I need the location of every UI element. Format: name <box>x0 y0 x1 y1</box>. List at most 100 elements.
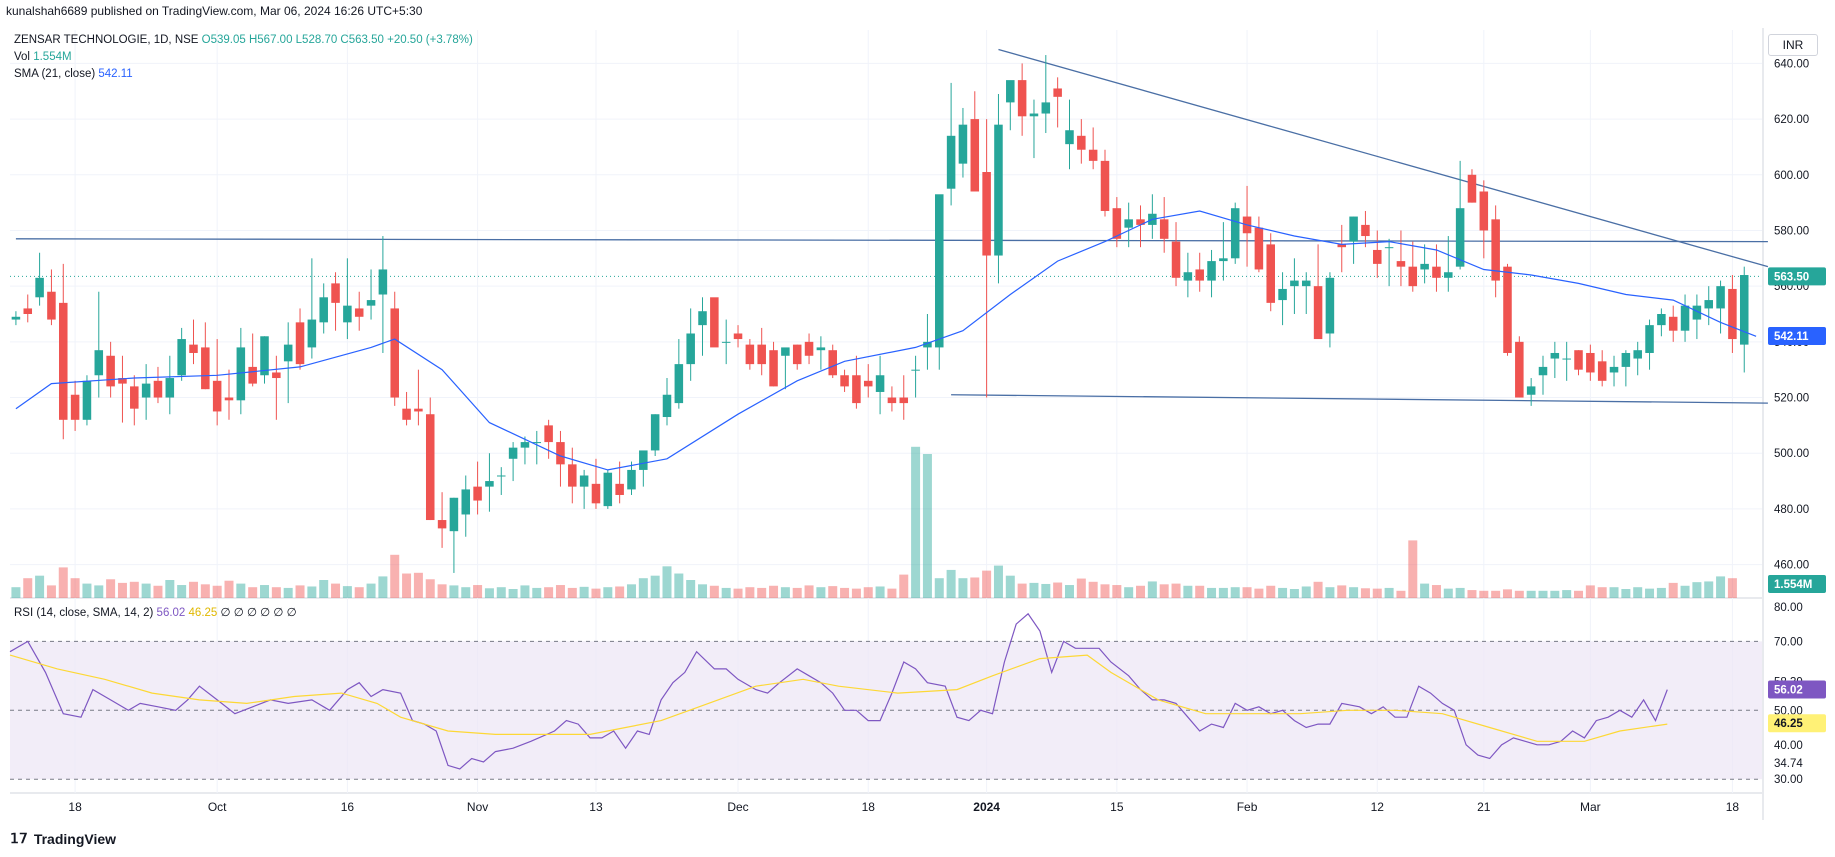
candle <box>1716 280 1725 334</box>
time-tick-label: 18 <box>862 800 876 814</box>
volume-bar <box>1005 575 1015 598</box>
candle-body <box>1136 219 1145 225</box>
volume-bar <box>342 586 352 598</box>
candle-body <box>1266 244 1275 303</box>
candle-body <box>94 350 104 376</box>
candle <box>875 355 885 415</box>
candle <box>1088 127 1098 170</box>
rsi-sma-value: 46.25 <box>188 607 218 619</box>
candle <box>781 347 790 390</box>
volume-bar <box>875 586 885 598</box>
candle <box>1313 244 1323 340</box>
volume-bar <box>863 587 873 598</box>
volume-bar <box>1349 587 1359 598</box>
candle-body <box>343 305 352 323</box>
candle-body <box>1159 219 1169 239</box>
volume-bar <box>212 585 222 598</box>
volume-bar <box>579 586 589 598</box>
volume-legend: Vol 1.554M <box>14 51 72 63</box>
candle-body <box>1313 286 1323 340</box>
volume-bar <box>1278 587 1288 598</box>
candle <box>1041 55 1051 134</box>
candle-body <box>982 172 991 256</box>
candle-body <box>568 464 577 487</box>
volume-bar <box>1645 588 1655 598</box>
volume-bar <box>745 587 755 598</box>
volume-bar <box>117 582 127 598</box>
price-tick-label: 480.00 <box>1774 504 1809 516</box>
candle-body <box>911 369 920 371</box>
candle-body <box>650 414 660 451</box>
volume-bar <box>1597 587 1607 598</box>
candle <box>425 397 435 521</box>
volume-bar <box>1159 584 1169 598</box>
candle-body <box>461 489 471 515</box>
time-tick-label: 2024 <box>973 800 1000 814</box>
candle-body <box>307 319 317 348</box>
rsi-tick-label: 30.00 <box>1774 774 1803 786</box>
sma-21-line <box>15 210 1757 471</box>
time-tick-label: 13 <box>589 800 603 814</box>
sma-price-badge-text: 542.11 <box>1774 331 1809 343</box>
volume-bar <box>1136 585 1146 598</box>
time-tick-label: 18 <box>68 800 82 814</box>
candle-body <box>958 124 968 164</box>
candle <box>1148 194 1157 239</box>
candle <box>674 339 684 409</box>
candle <box>1692 294 1702 340</box>
volume-bar <box>1491 590 1501 598</box>
volume-bar <box>544 587 554 598</box>
candle-body <box>236 347 246 401</box>
candle-body <box>1716 286 1725 309</box>
candle <box>1301 272 1311 314</box>
time-tick-label: 16 <box>341 800 355 814</box>
volume-bar <box>1443 588 1453 598</box>
candle <box>508 442 518 482</box>
volume-bar <box>1053 582 1063 598</box>
rsi-tick-label: 40.00 <box>1774 740 1803 752</box>
candle <box>1183 252 1193 298</box>
volume-bar <box>828 586 838 598</box>
candle-body <box>1088 149 1098 161</box>
rsi-badge-bg <box>1768 680 1826 699</box>
rsi-tick-label: 80.00 <box>1774 602 1803 614</box>
volume-bar <box>271 587 281 598</box>
volume-bar <box>106 579 116 598</box>
volume-bar <box>366 583 376 598</box>
candle <box>212 339 222 426</box>
candle <box>1526 378 1536 406</box>
candle-body <box>1692 305 1702 320</box>
volume-bar <box>94 585 104 598</box>
candle-body <box>1017 80 1027 117</box>
candle-body <box>769 350 778 387</box>
candle-body <box>1562 358 1571 360</box>
volume-bar <box>1195 585 1205 598</box>
candle-body <box>627 469 636 490</box>
candle-body <box>224 397 234 401</box>
volume-bar <box>1218 587 1228 598</box>
volume-bar <box>1100 584 1110 598</box>
candle-body <box>201 347 210 390</box>
volume-bar <box>662 566 672 598</box>
candle <box>710 297 719 348</box>
candles <box>11 55 1749 573</box>
candle-body <box>1728 288 1737 340</box>
time-tick-label: Mar <box>1580 800 1601 814</box>
candle-body <box>1597 361 1607 381</box>
volume-bar <box>378 576 388 598</box>
trendline <box>998 48 1769 268</box>
volume-bar <box>1289 589 1299 598</box>
candle <box>1384 238 1394 287</box>
currency-button[interactable]: INR <box>1768 34 1818 56</box>
rsi-badge-text: 56.02 <box>1774 685 1803 697</box>
candle-body <box>1586 352 1595 373</box>
volume-bar <box>1076 578 1086 598</box>
candle-body <box>1645 325 1654 353</box>
candle <box>1278 272 1287 326</box>
volume-bar <box>532 587 542 598</box>
volume-bar <box>402 573 412 598</box>
candle <box>1017 63 1027 136</box>
candle <box>970 91 980 192</box>
volume-label: Vol <box>14 51 30 63</box>
volume-bar <box>236 583 246 598</box>
